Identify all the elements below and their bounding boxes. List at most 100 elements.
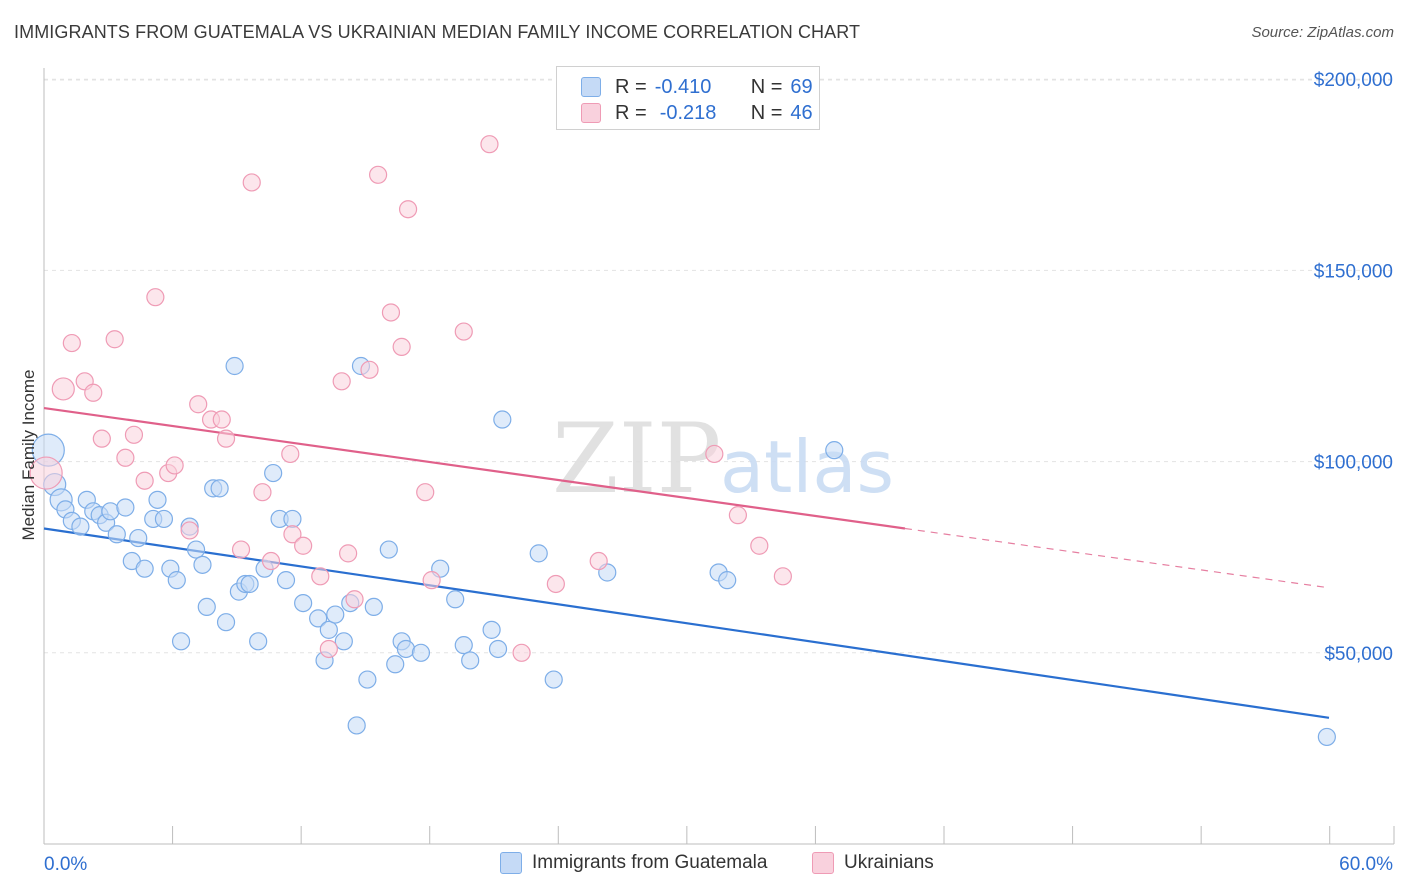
data-point <box>231 540 251 559</box>
x-tick-label: 60.0% <box>1339 854 1393 875</box>
data-point <box>107 525 126 544</box>
data-point <box>249 632 268 651</box>
data-point <box>180 521 199 540</box>
series-swatch-guatemala <box>500 852 522 874</box>
data-point <box>29 456 63 490</box>
data-point <box>392 337 411 356</box>
data-points <box>29 135 1336 747</box>
data-point <box>242 173 261 192</box>
data-point <box>454 322 473 341</box>
data-point <box>148 490 167 509</box>
legend-r-label: R = <box>615 101 647 124</box>
data-point <box>294 593 313 613</box>
data-point <box>360 360 379 379</box>
y-tick-label: $100,000 <box>1314 453 1393 474</box>
data-point <box>319 639 338 659</box>
chart-title: IMMIGRANTS FROM GUATEMALA VS UKRAINIAN M… <box>14 22 861 42</box>
data-point <box>398 200 418 219</box>
data-point <box>210 479 229 498</box>
legend-r-value: -0.410 <box>654 75 712 98</box>
data-point <box>480 135 499 154</box>
data-point <box>309 609 328 628</box>
data-point <box>546 574 565 594</box>
data-point <box>482 620 501 639</box>
y-tick-label: $50,000 <box>1324 644 1393 665</box>
data-point <box>146 288 165 307</box>
data-point <box>381 303 401 322</box>
data-point <box>311 567 330 586</box>
series-legend-ukrainians: Ukrainians <box>812 852 934 874</box>
data-point <box>283 509 302 529</box>
data-point <box>105 330 124 349</box>
data-point <box>253 483 272 502</box>
data-point <box>281 444 300 464</box>
data-point <box>411 643 431 662</box>
data-point <box>186 540 206 559</box>
data-point <box>264 463 283 483</box>
data-point <box>326 605 345 624</box>
legend-swatch-ukrainians <box>581 103 601 123</box>
data-point <box>488 639 508 659</box>
data-point <box>216 429 236 448</box>
data-point <box>369 165 388 184</box>
y-tick-label: $150,000 <box>1314 261 1393 282</box>
data-point <box>718 571 737 590</box>
data-point <box>71 517 90 536</box>
series-legend-guatemala: Immigrants from Guatemala <box>500 852 767 874</box>
trend-line-ukrainians-extension <box>904 527 1330 589</box>
data-point <box>283 525 302 544</box>
data-point <box>422 571 441 590</box>
data-point <box>512 643 531 662</box>
data-point <box>101 502 120 521</box>
trend-line-guatemala <box>43 527 1330 719</box>
y-axis-label: Median Family Income <box>19 369 38 540</box>
data-point <box>825 441 844 460</box>
series-swatch-ukrainians <box>812 852 834 874</box>
data-point <box>154 509 174 529</box>
legend-row-guatemala: R = -0.410 N = 69 <box>581 75 813 99</box>
legend-n-label: N = <box>750 75 783 98</box>
data-point <box>1317 727 1336 747</box>
data-point <box>773 567 792 586</box>
data-point <box>84 383 103 402</box>
correlation-legend: R = -0.410 N = 69 R = -0.218 N = 46 <box>556 66 820 130</box>
data-point <box>589 551 608 571</box>
y-tick-labels: $50,000 $100,000 $150,000 $200,000 <box>1314 70 1393 665</box>
legend-n-label: N = <box>750 101 783 124</box>
data-point <box>216 613 236 632</box>
data-point <box>332 372 351 391</box>
source-label: Source: ZipAtlas.com <box>1251 24 1394 41</box>
legend-r-value: -0.218 <box>659 101 717 124</box>
series-legend: Immigrants from Guatemala Ukrainians <box>0 852 1406 878</box>
data-point <box>728 506 748 525</box>
watermark-atlas: atlas <box>720 425 894 509</box>
series-label-guatemala: Immigrants from Guatemala <box>532 852 768 873</box>
data-point <box>165 456 184 475</box>
data-point <box>319 620 338 639</box>
data-point <box>334 632 353 651</box>
data-point <box>92 429 111 448</box>
legend-r-label: R = <box>615 75 647 98</box>
data-point <box>197 597 216 617</box>
data-point <box>364 597 383 617</box>
data-point <box>212 410 231 429</box>
data-point <box>461 651 480 670</box>
legend-n-value: 46 <box>790 101 813 124</box>
series-ukrainians <box>29 135 792 662</box>
data-point <box>193 555 212 574</box>
data-point <box>276 571 296 590</box>
data-point <box>750 536 769 555</box>
data-point <box>294 536 313 555</box>
data-point <box>416 483 435 502</box>
data-point <box>135 471 154 490</box>
watermark-zip: ZIP <box>552 403 721 515</box>
data-point <box>386 655 405 674</box>
data-point <box>454 636 473 655</box>
data-point <box>124 425 144 444</box>
data-point <box>135 559 154 578</box>
data-point <box>446 590 465 609</box>
watermark: ZIP atlas <box>552 403 894 515</box>
data-point <box>493 410 512 429</box>
data-point <box>116 498 135 517</box>
